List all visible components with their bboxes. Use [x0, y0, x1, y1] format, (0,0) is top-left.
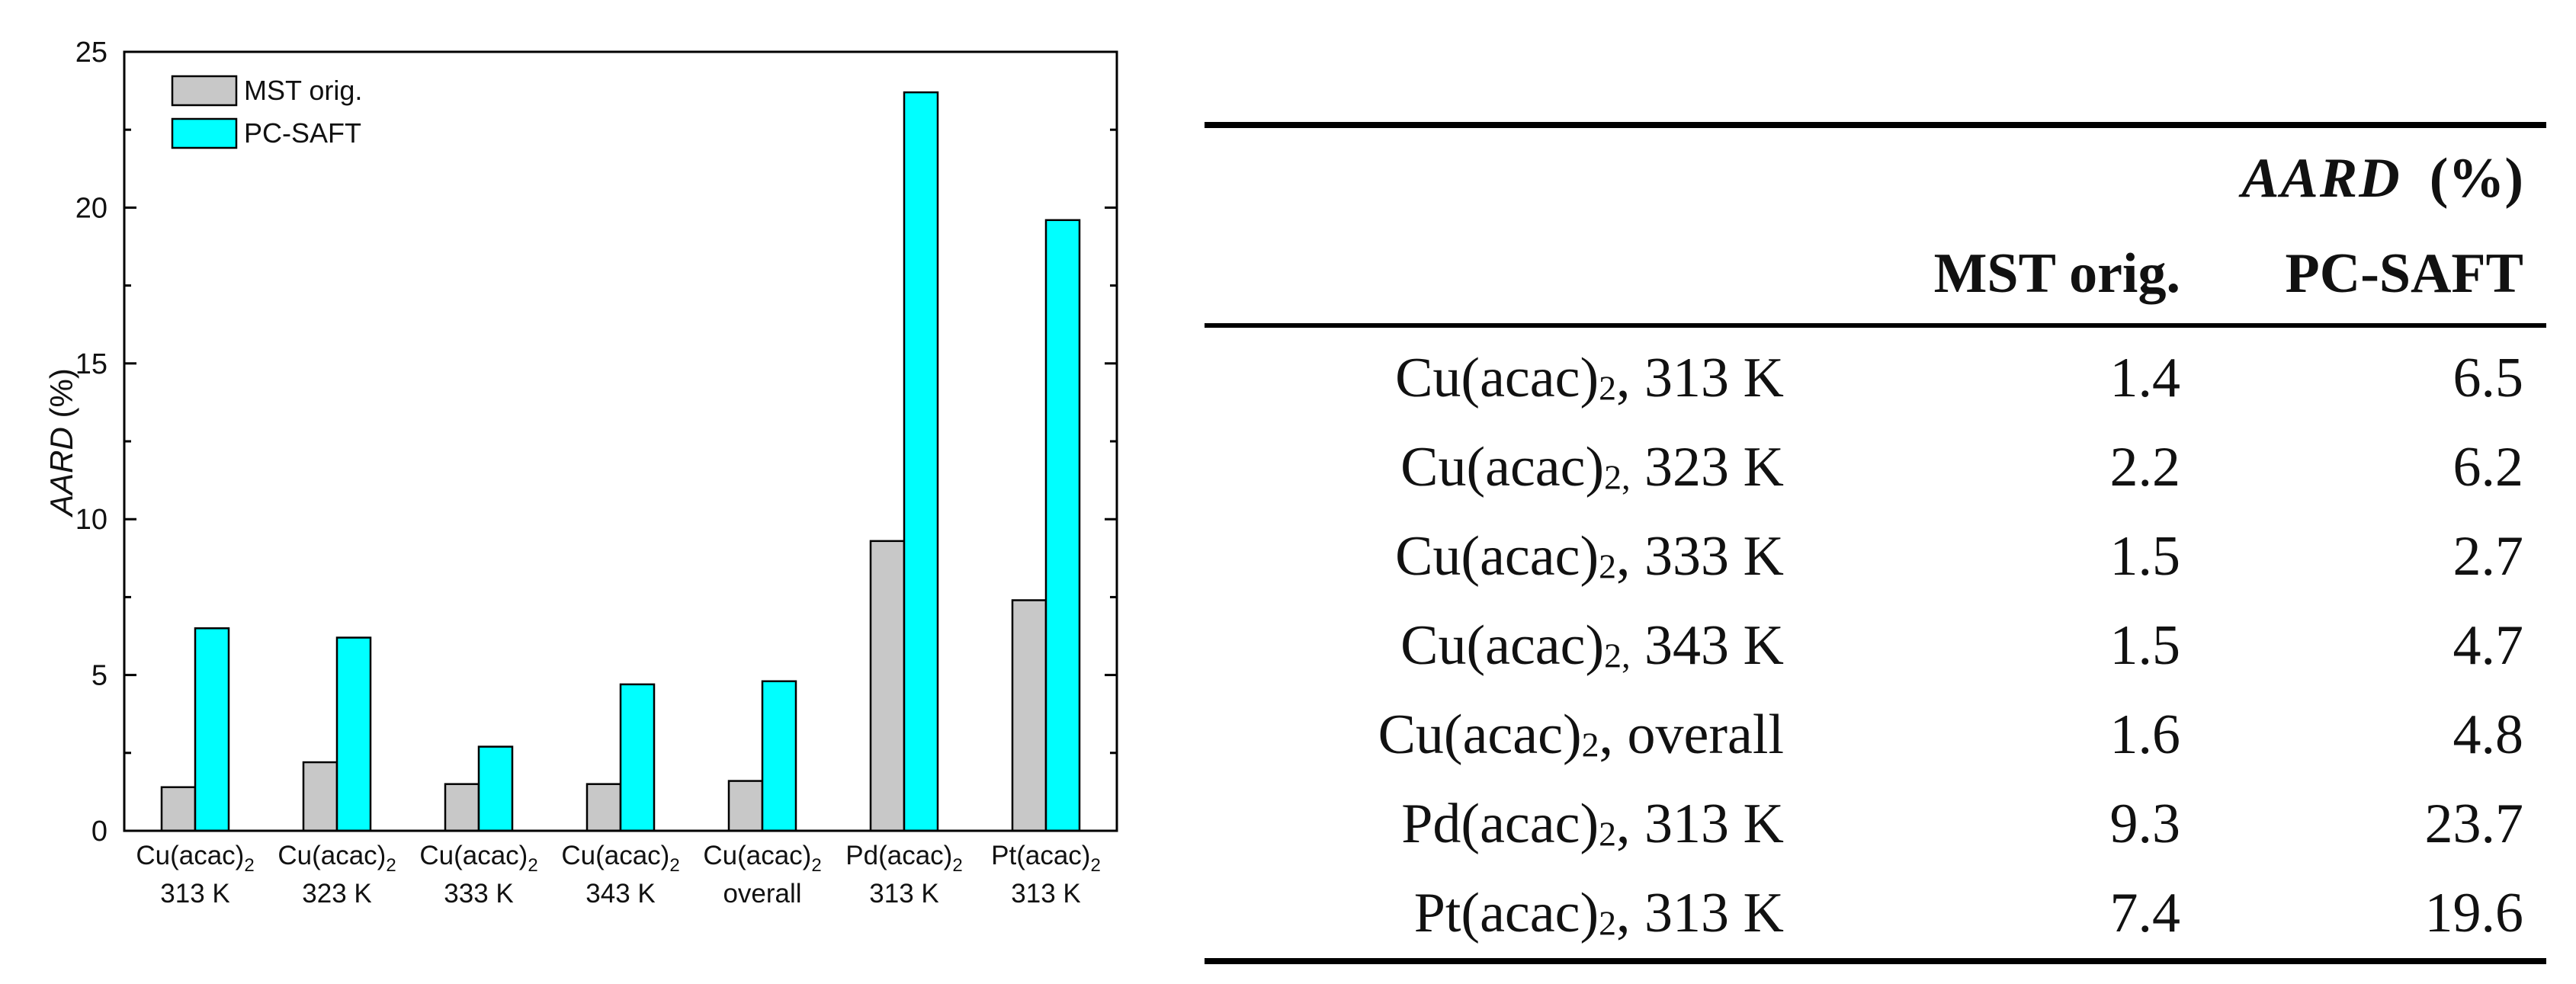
compound-cell: Cu(acac)2, overall — [1378, 704, 1784, 766]
mst-value-cell: 1.4 — [2109, 347, 2181, 409]
col-header-pcsaft: PC-SAFT — [2285, 242, 2523, 305]
bar-pc-saft — [1044, 219, 1081, 832]
compound-cell: Cu(acac)2, 313 K — [1395, 347, 1784, 409]
aard-header-unit: (%) — [2429, 146, 2523, 210]
table-header-row-2: MST orig. PC-SAFT — [1205, 224, 2546, 323]
category-label-line2: 333 K — [444, 879, 513, 909]
aard-table: AARD (%) MST orig. PC-SAFT Cu(acac)2, 31… — [1205, 122, 2546, 964]
table-row: Cu(acac)2, 323 K 2.2 6.2 — [1205, 423, 2546, 512]
mst-value-cell: 1.5 — [2109, 614, 2181, 677]
pcsaft-value-cell: 6.2 — [2452, 436, 2524, 498]
table-row: Pt(acac)2, 313 K 7.4 19.6 — [1205, 869, 2546, 958]
bar-mst-orig — [585, 783, 622, 832]
bar-mst-orig — [160, 786, 197, 832]
col-header-mst: MST orig. — [1933, 242, 2180, 305]
bar-mst-orig — [727, 780, 764, 832]
category-label-line1: Cu(acac)2 — [561, 841, 679, 876]
pcsaft-value-cell: 4.8 — [2452, 704, 2524, 766]
category-label-line1: Cu(acac)2 — [277, 841, 396, 876]
pcsaft-value-cell: 19.6 — [2424, 882, 2524, 944]
category-label-line2: 313 K — [869, 879, 938, 909]
mst-value-cell: 2.2 — [2109, 436, 2181, 498]
compound-cell: Cu(acac)2, 333 K — [1395, 525, 1784, 588]
table-bottom-rule — [1205, 958, 2546, 964]
compound-cell: Cu(acac)2, 323 K — [1400, 436, 1784, 498]
y-axis-label-italic: AARD — [43, 427, 79, 518]
pcsaft-value-cell: 4.7 — [2452, 614, 2524, 677]
category-label-line1: Pt(acac)2 — [991, 841, 1101, 876]
bar-mst-orig — [444, 783, 480, 832]
svg-text:AARD (%): AARD (%) — [43, 368, 79, 518]
pcsaft-value-cell: 2.7 — [2452, 525, 2524, 588]
category-label-line2: 343 K — [585, 879, 655, 909]
table-body: Cu(acac)2, 313 K 1.4 6.5 Cu(acac)2, 323 K 2.… — [1205, 334, 2546, 958]
y-axis-label-unit: (%) — [43, 368, 79, 427]
category-label-line2: 323 K — [302, 879, 371, 909]
bar-pc-saft — [335, 636, 372, 832]
legend-label-mst-orig: MST orig. — [244, 75, 362, 106]
bar-pc-saft — [903, 91, 939, 832]
mst-value-cell: 7.4 — [2109, 882, 2181, 944]
table-row: Cu(acac)2, overall 1.6 4.8 — [1205, 691, 2546, 780]
plot-frame — [123, 50, 1118, 832]
table-row: Cu(acac)2, 333 K 1.5 2.7 — [1205, 512, 2546, 601]
table-top-rule — [1205, 122, 2546, 128]
y-tick-label: 5 — [91, 660, 107, 692]
y-tick-label: 10 — [75, 504, 107, 536]
table-row: Pd(acac)2, 313 K 9.3 23.7 — [1205, 780, 2546, 869]
bar-mst-orig — [1011, 599, 1047, 832]
pcsaft-value-cell: 23.7 — [2424, 793, 2524, 855]
category-label-line2: 313 K — [160, 879, 229, 909]
pcsaft-value-cell: 6.5 — [2452, 347, 2524, 409]
legend-swatch-mst-orig — [171, 75, 238, 107]
category-label-line2: overall — [723, 879, 801, 909]
table-header-row-1: AARD (%) — [1205, 128, 2546, 224]
y-axis-label: AARD (%) — [43, 368, 79, 518]
category-label-line1: Pd(acac)2 — [845, 841, 962, 876]
tick-group: 0 5 10 15 20 25 — [75, 37, 1117, 848]
bar-pc-saft — [477, 745, 514, 832]
table-mid-rule — [1205, 323, 2546, 328]
compound-cell: Pd(acac)2, 313 K — [1401, 793, 1784, 855]
bar-mst-orig — [869, 540, 906, 832]
bar-mst-orig — [302, 761, 338, 832]
category-label-line1: Cu(acac)2 — [703, 841, 821, 876]
bar-pc-saft — [761, 680, 797, 832]
aard-header-italic: AARD — [2241, 146, 2401, 210]
legend-swatch-pc-saft — [171, 117, 238, 149]
category-label-line1: Cu(acac)2 — [136, 841, 254, 876]
bar-pc-saft — [194, 627, 230, 832]
mst-value-cell: 1.5 — [2109, 525, 2181, 588]
y-tick-label: 25 — [75, 37, 107, 69]
y-tick-label: 0 — [91, 816, 107, 848]
bars-group — [160, 91, 1081, 832]
table-row: Cu(acac)2, 343 K 1.5 4.7 — [1205, 601, 2546, 691]
compound-cell: Cu(acac)2, 343 K — [1400, 614, 1784, 677]
category-label-line1: Cu(acac)2 — [419, 841, 537, 876]
mst-value-cell: 9.3 — [2109, 793, 2181, 855]
table-row: Cu(acac)2, 313 K 1.4 6.5 — [1205, 334, 2546, 423]
legend: MST orig. PC-SAFT — [171, 75, 362, 149]
bar-pc-saft — [619, 683, 656, 832]
compound-cell: Pt(acac)2, 313 K — [1413, 882, 1784, 944]
category-label-line2: 313 K — [1011, 879, 1080, 909]
y-tick-label: 15 — [75, 348, 107, 380]
legend-label-pc-saft: PC-SAFT — [244, 117, 361, 149]
mst-value-cell: 1.6 — [2109, 704, 2181, 766]
aard-header: AARD (%) — [2180, 146, 2523, 211]
y-tick-label: 20 — [75, 192, 107, 224]
